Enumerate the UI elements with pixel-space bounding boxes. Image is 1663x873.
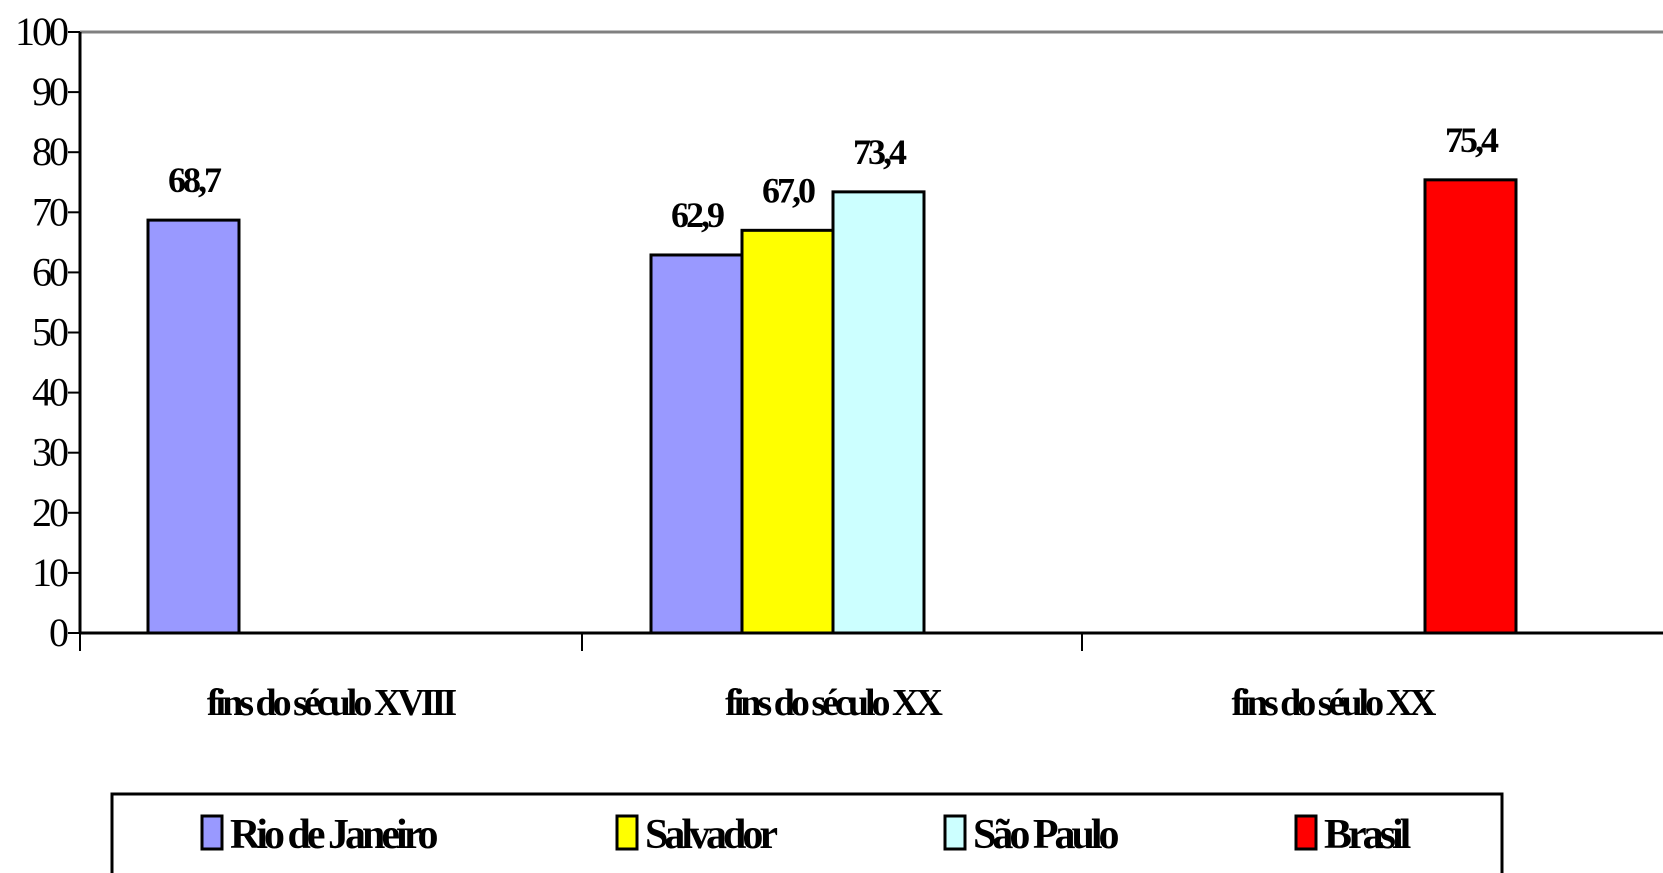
y-tick-label: 0	[49, 610, 68, 655]
y-tick-label: 70	[32, 189, 68, 234]
y-tick-label: 60	[32, 249, 68, 294]
bar	[740, 228, 835, 635]
legend-label: Salvador	[645, 812, 777, 858]
y-axis: 0 10 20 30 40 50 60 70 80 90 100	[15, 9, 82, 655]
y-tick-label: 50	[32, 310, 68, 355]
x-axis: fins do século XVIII fins do século XX fin…	[79, 631, 1663, 724]
x-category-label: fins do séulo XX	[1232, 682, 1437, 724]
data-label: 75,4	[1445, 120, 1499, 160]
legend-label: São Paulo	[973, 812, 1119, 858]
y-tick-label: 40	[32, 370, 68, 415]
y-tick-label: 10	[32, 550, 68, 595]
data-labels: 68,7 62,9 67,0 73,4 75,4	[168, 120, 1502, 235]
bars	[146, 178, 1518, 635]
y-tick-label: 20	[32, 490, 68, 535]
data-label: 67,0	[762, 170, 815, 210]
legend-swatch	[1294, 814, 1318, 851]
legend-label: Rio de Janeiro	[230, 812, 438, 858]
data-label: 73,4	[853, 132, 907, 172]
legend-swatch	[615, 814, 639, 851]
legend: Rio de Janeiro Salvador São Paulo Brasil	[110, 792, 1504, 873]
y-tick-label: 30	[32, 430, 68, 475]
data-label: 68,7	[168, 160, 222, 200]
bar	[146, 218, 241, 635]
legend-label: Brasil	[1324, 812, 1411, 858]
y-tick-label: 100	[15, 9, 68, 54]
x-category-label: fins do século XVIII	[207, 682, 456, 724]
bar	[1423, 178, 1518, 635]
legend-swatch	[943, 814, 967, 851]
y-tick-label: 90	[32, 69, 68, 114]
data-label: 62,9	[671, 195, 724, 235]
bar	[649, 253, 744, 635]
y-tick-label: 80	[32, 129, 68, 174]
legend-box	[110, 792, 1504, 873]
bar	[831, 190, 926, 635]
legend-swatch	[200, 814, 224, 851]
x-category-label: fins do século XX	[725, 682, 942, 724]
